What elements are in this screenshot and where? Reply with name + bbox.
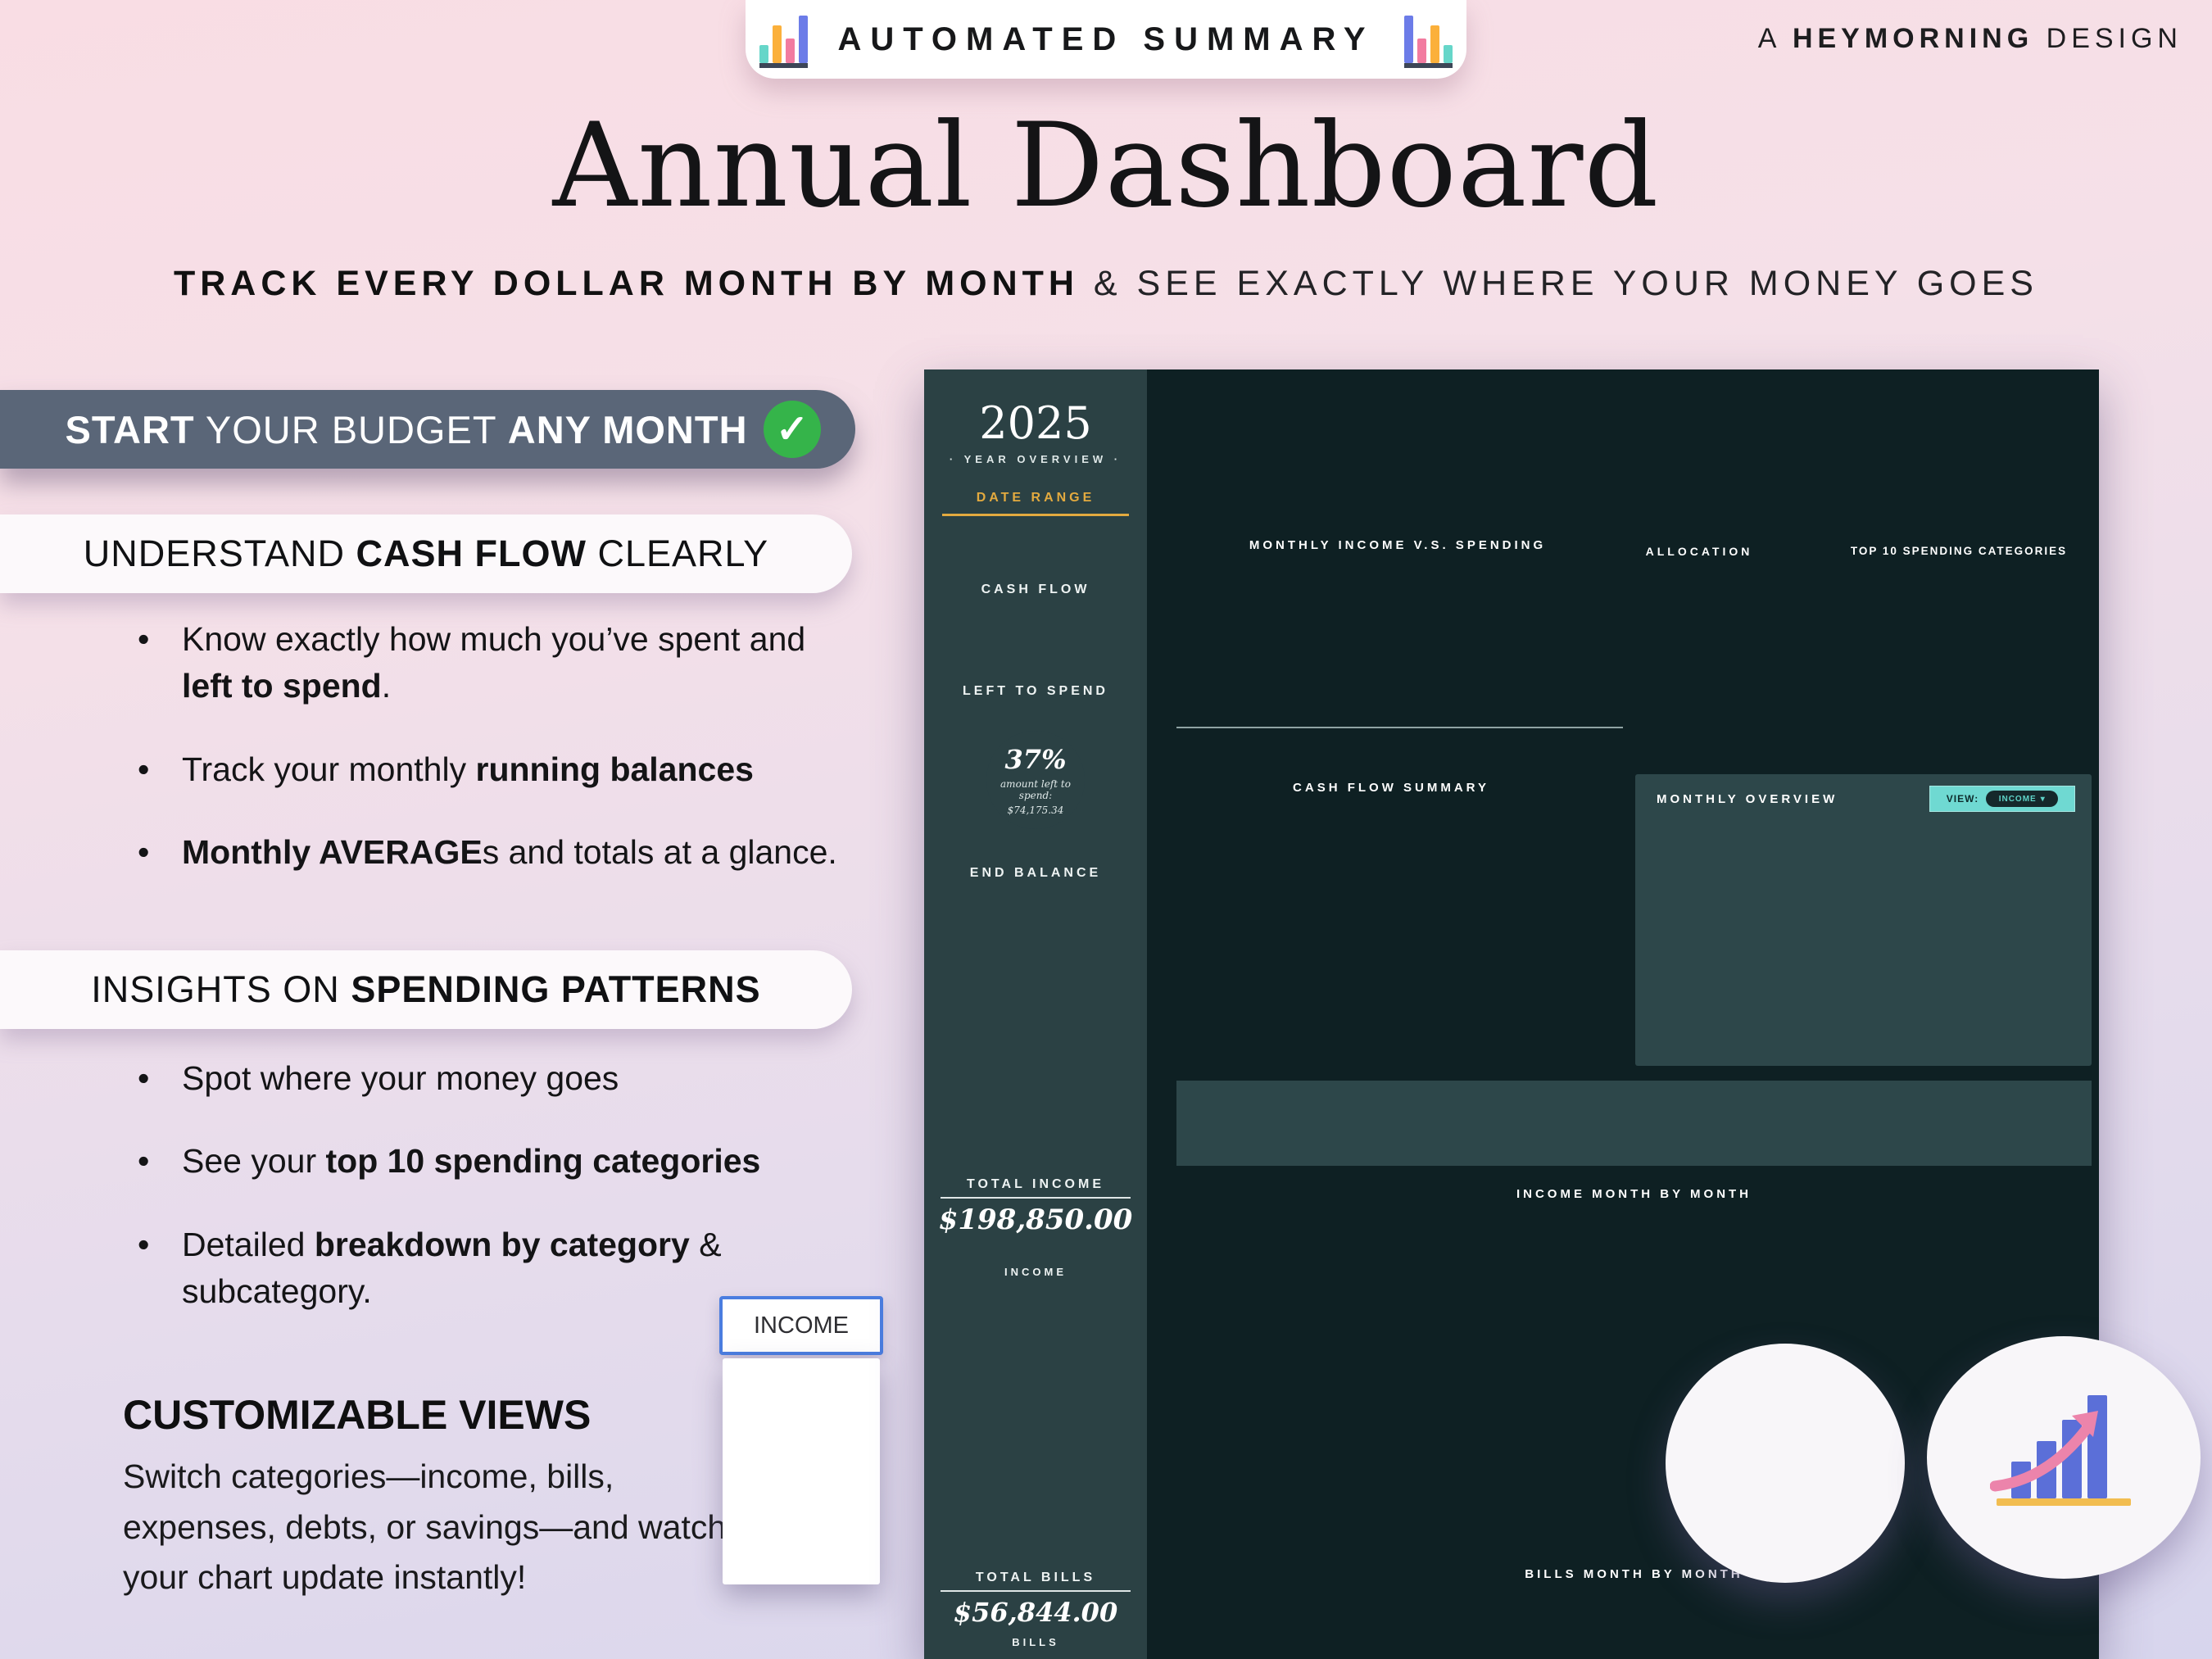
icon-bar [759, 45, 769, 63]
view-label: VIEW: [1946, 793, 1979, 805]
no-manual-input-badge [1666, 1344, 1905, 1583]
banner-text: UNDERSTAND CASH FLOW CLEARLY [83, 533, 769, 574]
total-bills-value: $56,844.00 [953, 1597, 1118, 1628]
category-select[interactable]: INCOME [719, 1296, 883, 1355]
badge-label: AUTOMATED SUMMARY [837, 20, 1375, 57]
cash-flow-title: CASH FLOW [981, 582, 1090, 596]
banner-understand-cash-flow: UNDERSTAND CASH FLOW CLEARLY [0, 514, 852, 593]
date-range-title: DATE RANGE [976, 491, 1095, 505]
dashboard-screenshot: 2025 · YEAR OVERVIEW · DATE RANGE CASH F… [924, 369, 2099, 1659]
icon-bar [1443, 45, 1453, 63]
page-title: Annual Dashboard [552, 98, 1660, 233]
easy-to-read-charts-badge [1927, 1336, 2201, 1579]
chevron-down-icon: ▾ [2040, 794, 2046, 804]
monthly-overview-title: MONTHLY OVERVIEW [1657, 792, 1838, 806]
total-income-value: $198,850.00 [938, 1203, 1133, 1236]
icon-bar [1430, 25, 1439, 63]
banner-insights: INSIGHTS ON SPENDING PATTERNS [0, 950, 852, 1029]
income-vs-spending-chart [1176, 582, 1623, 728]
bullet-item: Spot where your money goes [138, 1055, 862, 1103]
growth-chart-icon [1990, 1395, 2137, 1506]
customizable-views-title: CUSTOMIZABLE VIEWS [123, 1392, 592, 1438]
bills-table-title: BILLS MONTH BY MONTH [1525, 1567, 1743, 1581]
year-label: 2025 [979, 397, 1092, 449]
view-value-dropdown[interactable]: INCOME ▾ [1986, 791, 2059, 807]
customizable-views-text: Switch categories—income, bills, expense… [123, 1457, 727, 1596]
page-subtitle: TRACK EVERY DOLLAR MONTH BY MONTH & SEE … [173, 264, 2038, 303]
total-income-title: TOTAL INCOME [967, 1177, 1104, 1191]
left-to-spend-title: LEFT TO SPEND [963, 684, 1108, 698]
cash-flow-bullets: Know exactly how much you’ve spent and l… [138, 616, 919, 913]
monthly-overview-panel: MONTHLY OVERVIEW VIEW: INCOME ▾ [1635, 774, 2092, 1066]
bullet-item: See your top 10 spending categories [138, 1138, 862, 1185]
left-to-spend-amount: $74,175.34 [1007, 805, 1064, 816]
check-icon: ✓ [764, 401, 821, 458]
bills-pie-chart [957, 1652, 1113, 1659]
income-pie-title: INCOME [1004, 1266, 1067, 1278]
bullet-item: Monthly AVERAGEs and totals at a glance. [138, 829, 862, 877]
bullet-item: Detailed breakdown by category & subcate… [138, 1222, 862, 1316]
left-to-spend-pct: 37% [1004, 744, 1067, 775]
category-dropdown-panel [723, 1358, 880, 1584]
bar-chart-icon [759, 11, 809, 68]
bullet-item: Track your monthly running balances [138, 746, 862, 794]
banner-start-any-month: START YOUR BUDGET ANY MONTH ✓ [0, 390, 855, 469]
total-bills-title: TOTAL BILLS [975, 1571, 1096, 1584]
allocation-pie-chart [1624, 574, 1775, 725]
allocation-title: ALLOCATION [1645, 545, 1753, 558]
top10-title: TOP 10 SPENDING CATEGORIES [1850, 545, 2068, 557]
divider [941, 1197, 1131, 1199]
left-to-spend-donut: 37% amount left to spend: $74,175.34 [966, 710, 1105, 850]
income-pie-chart [959, 1284, 1112, 1436]
end-balance-title: END BALANCE [969, 866, 1102, 880]
bar-chart-icon [1403, 11, 1453, 68]
income-vs-spending-title: MONTHLY INCOME V.S. SPENDING [1249, 538, 1547, 552]
brand-credit: A HEYMORNING DESIGN [1757, 23, 2183, 54]
banner-text: INSIGHTS ON SPENDING PATTERNS [91, 968, 761, 1010]
insights-bullets: Spot where your money goes See your top 1… [138, 1055, 919, 1352]
icon-bar [1416, 39, 1426, 63]
divider [941, 1590, 1131, 1592]
banner-text: START YOUR BUDGET ANY MONTH [65, 407, 748, 451]
divider [942, 514, 1129, 516]
bills-pie-title: BILLS [1012, 1636, 1059, 1648]
dashboard-sidebar: 2025 · YEAR OVERVIEW · DATE RANGE CASH F… [924, 369, 1147, 1659]
income-table-title: INCOME MONTH BY MONTH [1516, 1187, 1752, 1201]
automated-summary-badge: AUTOMATED SUMMARY [746, 0, 1466, 79]
totals-strip [1176, 1081, 2092, 1166]
icon-bar [1403, 16, 1413, 63]
icon-bar [786, 39, 796, 63]
bullet-item: Know exactly how much you’ve spent and l… [138, 616, 862, 710]
icon-bar [799, 16, 809, 63]
left-to-spend-caption: amount left to spend: [1000, 778, 1071, 801]
view-toggle[interactable]: VIEW: INCOME ▾ [1929, 786, 2075, 812]
year-overview-label: · YEAR OVERVIEW · [949, 453, 1122, 465]
icon-bar [773, 25, 782, 63]
cash-flow-summary-title: CASH FLOW SUMMARY [1293, 781, 1489, 795]
